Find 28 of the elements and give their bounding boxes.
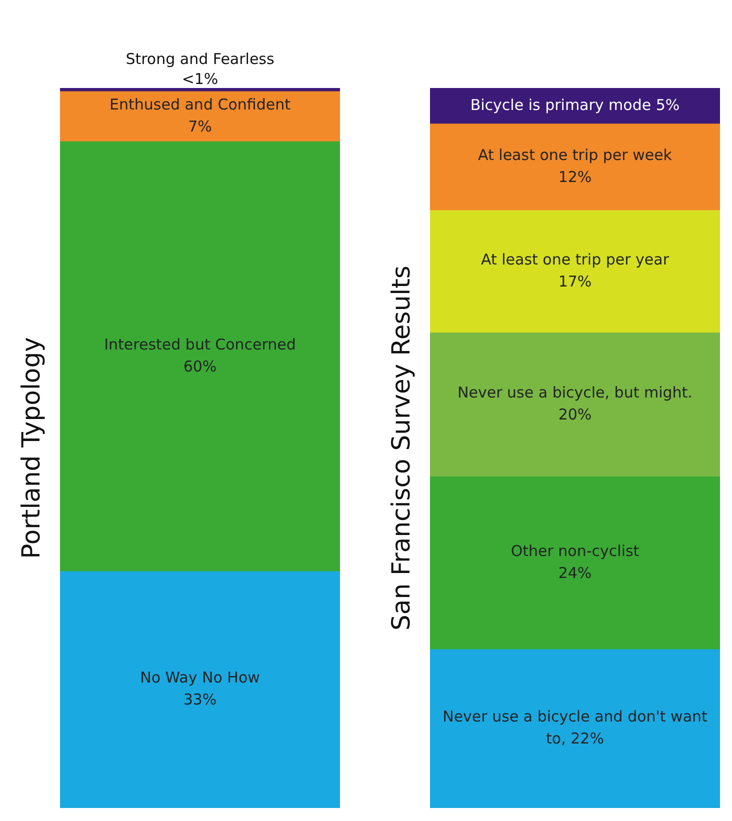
series-label: At least one trip per week bbox=[478, 146, 672, 164]
bar bbox=[60, 571, 340, 808]
y-axis-title: Portland Typology bbox=[16, 336, 46, 559]
bar bbox=[60, 91, 340, 142]
data-label: 33% bbox=[183, 690, 217, 709]
data-label: 17% bbox=[558, 272, 592, 290]
text: Never use a bicycle and don't want to, 22% bbox=[442, 708, 708, 748]
bar bbox=[430, 210, 720, 334]
data-label: 20% bbox=[558, 406, 592, 424]
data-label: 60% bbox=[183, 358, 217, 376]
series-label: Strong and Fearless bbox=[126, 50, 274, 68]
text: Bicycle is primary mode 5% bbox=[470, 96, 680, 114]
series-label: Enthused and Confident bbox=[110, 96, 291, 114]
bar bbox=[430, 476, 720, 650]
bar bbox=[60, 141, 340, 572]
series-label: Interested but Concerned bbox=[104, 336, 296, 354]
bar bbox=[430, 124, 720, 211]
bar bbox=[430, 649, 720, 808]
data-label: 12% bbox=[558, 168, 592, 186]
data-label: 7% bbox=[188, 118, 212, 136]
series-label: Never use a bicycle, but might. bbox=[458, 384, 692, 402]
data-label: 24% bbox=[558, 564, 592, 582]
series-label: Other non-cyclist bbox=[510, 542, 640, 560]
data-label: <1% bbox=[182, 70, 218, 88]
series-label: No Way No How bbox=[140, 668, 260, 687]
series-label: At least one trip per year bbox=[480, 250, 670, 268]
bar bbox=[430, 332, 720, 478]
y-axis-title: San Francisco Survey Results bbox=[386, 266, 416, 630]
